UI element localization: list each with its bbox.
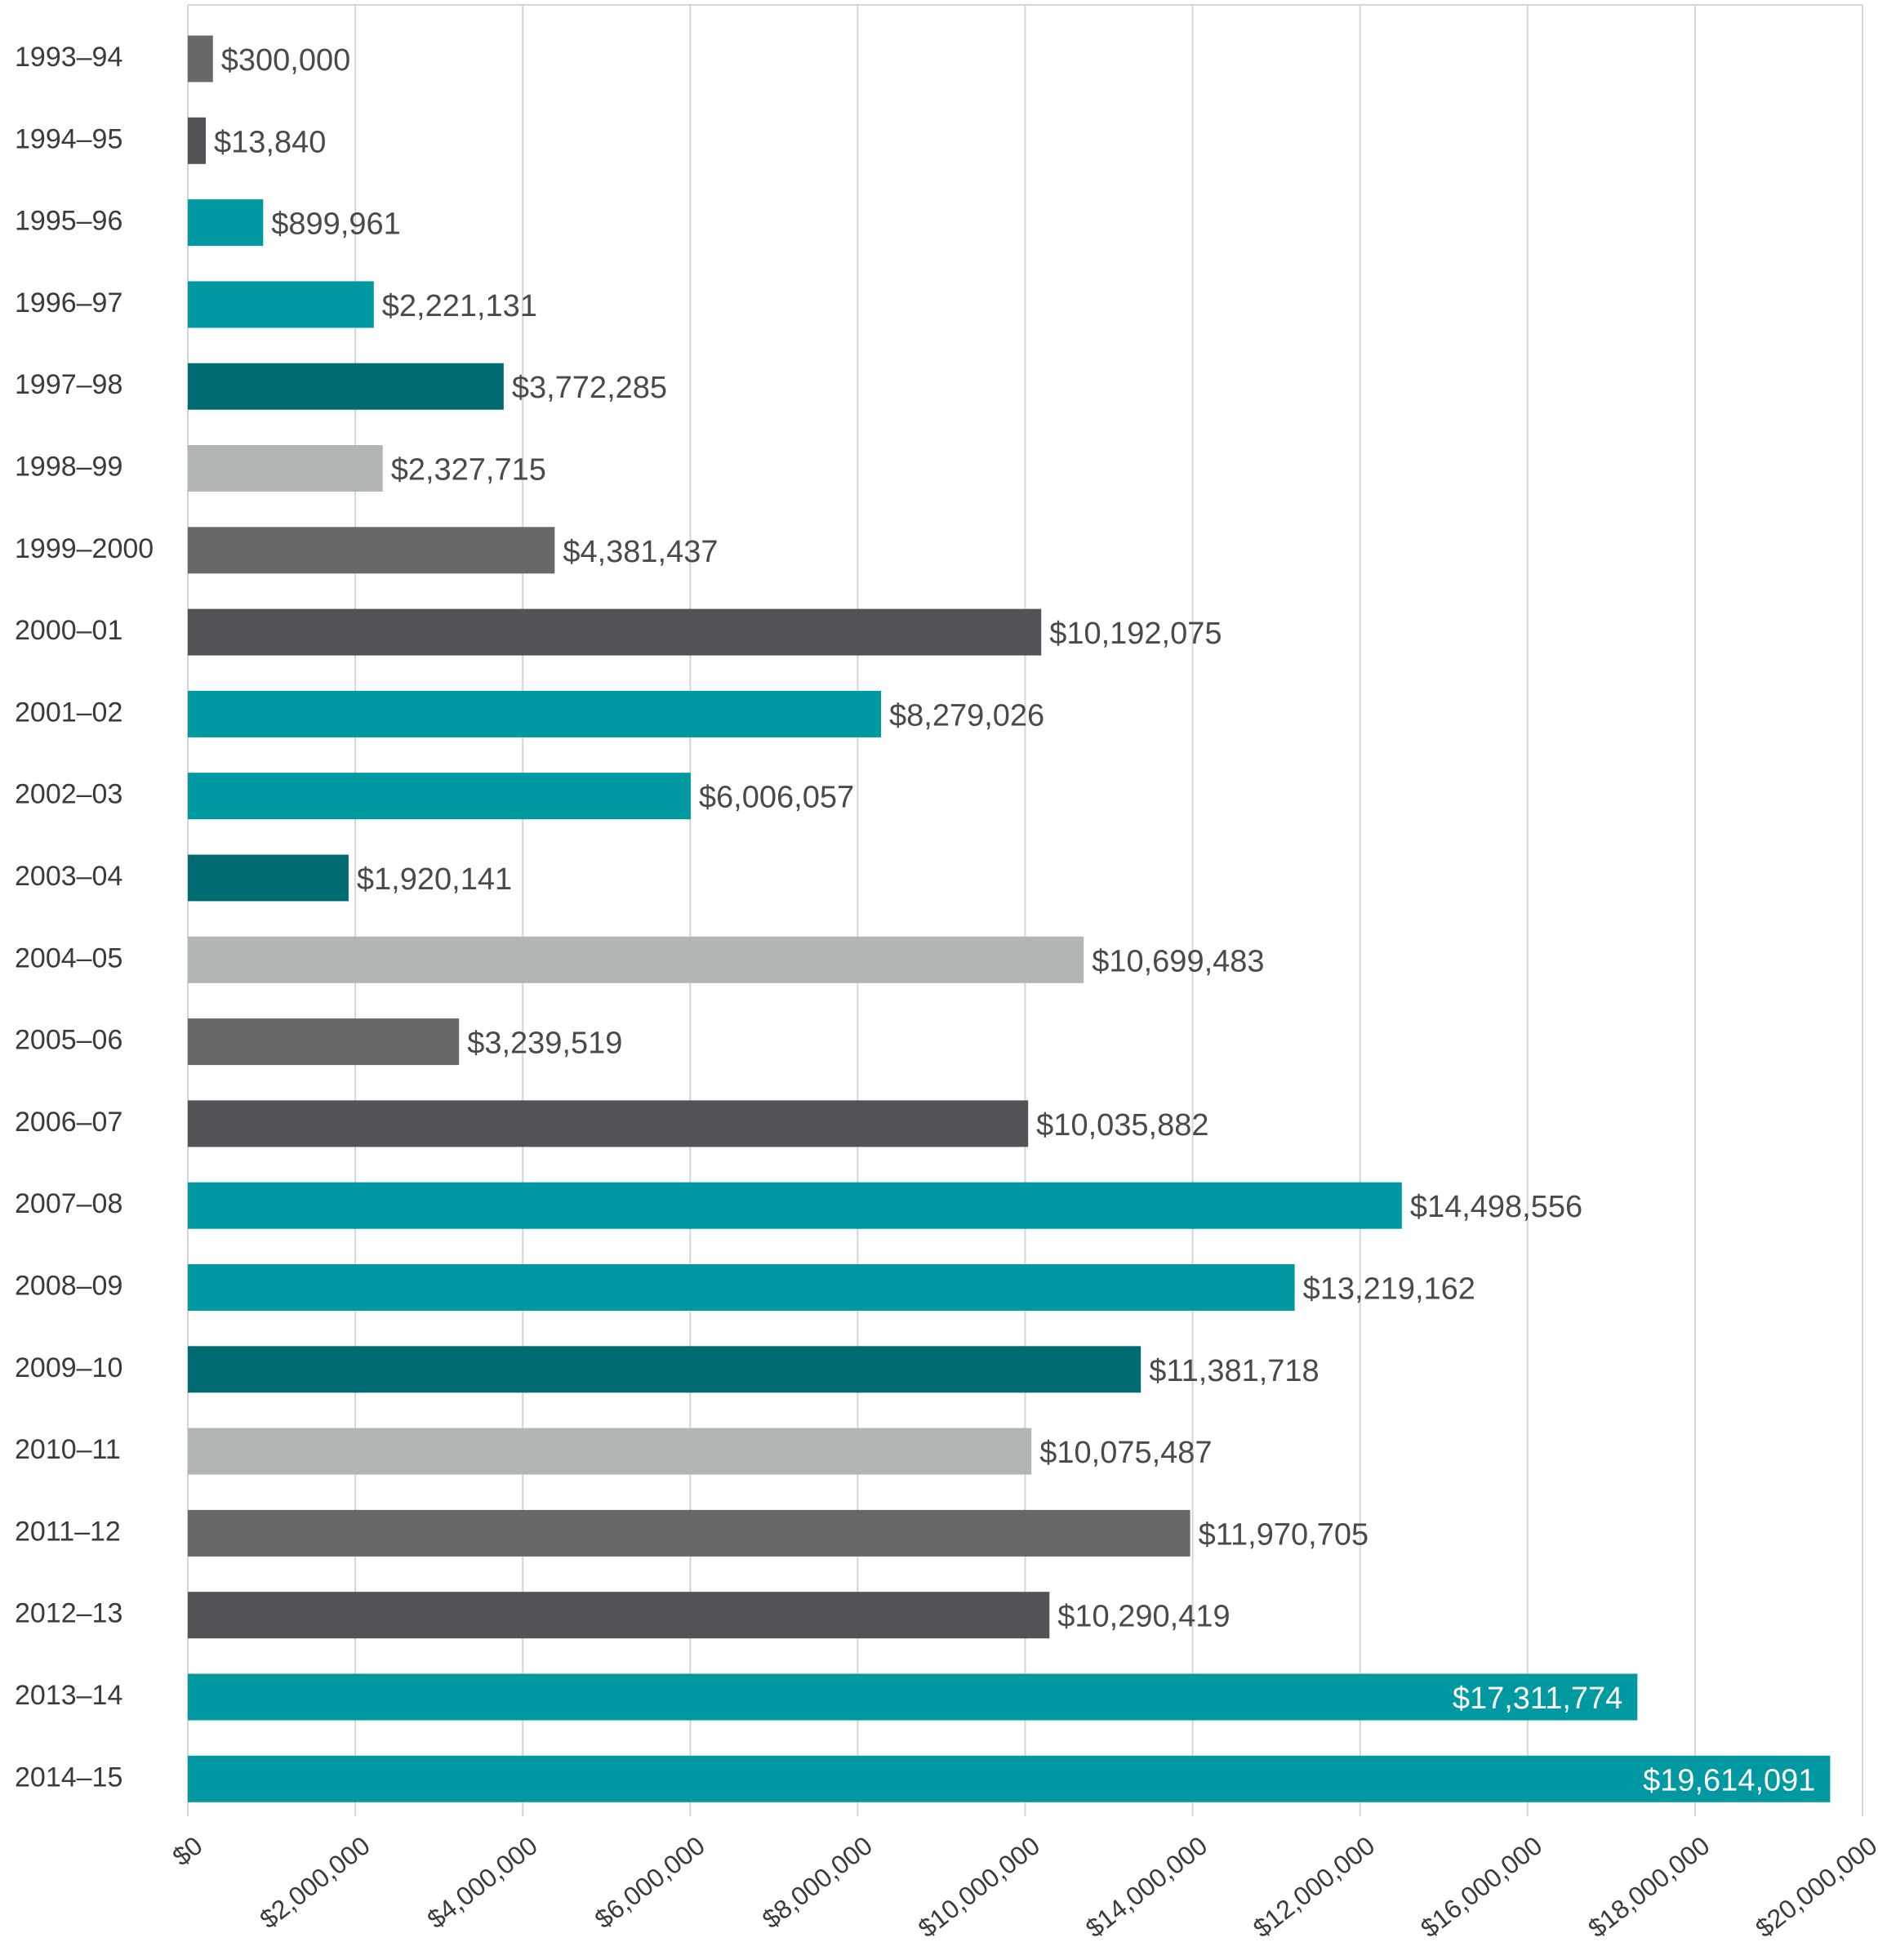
- category-label: 2006–07: [15, 1107, 122, 1138]
- data-label: $3,772,285: [512, 371, 667, 405]
- data-label: $10,075,487: [1039, 1436, 1212, 1470]
- bar: [188, 281, 374, 328]
- category-label: 1999–2000: [15, 533, 154, 564]
- category-label: 2005–06: [15, 1025, 122, 1056]
- bar: [188, 690, 882, 737]
- x-axis-tick-labels: $0 $2,000,000 $4,000,000 $6,000,000 $8,000,0…: [167, 1830, 1878, 1943]
- category-label: 2007–08: [15, 1188, 122, 1219]
- x-tick-label: $18,000,000: [1582, 1830, 1715, 1943]
- bar: [188, 1018, 460, 1066]
- bar: [188, 527, 555, 574]
- x-tick-label: $12,000,000: [1248, 1830, 1380, 1943]
- category-label: 1997–98: [15, 369, 122, 400]
- data-label: $300,000: [221, 43, 351, 78]
- bar: [188, 445, 383, 492]
- bar: [188, 1264, 1295, 1311]
- bar: [188, 1182, 1402, 1229]
- x-tick-label: $10,000,000: [913, 1830, 1045, 1943]
- data-label: $1,920,141: [357, 862, 512, 897]
- bars: [188, 35, 1831, 1802]
- category-label: 1996–97: [15, 287, 122, 318]
- category-label: 2004–05: [15, 942, 122, 973]
- category-label: 1993–94: [15, 42, 122, 73]
- data-label: $13,219,162: [1303, 1272, 1475, 1307]
- category-label: 2012–13: [15, 1598, 122, 1629]
- category-label: 2008–09: [15, 1270, 122, 1301]
- data-label: $899,961: [271, 207, 401, 242]
- bar: [188, 35, 213, 82]
- bar: [188, 1755, 1831, 1802]
- bar: [188, 363, 504, 410]
- category-label: 1995–96: [15, 206, 122, 237]
- data-label: $2,221,131: [382, 289, 537, 323]
- bar: [188, 1100, 1029, 1147]
- x-tick-label: $8,000,000: [757, 1830, 878, 1934]
- data-label: $8,279,026: [889, 698, 1044, 733]
- data-label: $11,970,705: [1199, 1517, 1369, 1552]
- data-label: $13,840: [214, 125, 326, 159]
- data-label: $14,498,556: [1410, 1190, 1582, 1224]
- data-label: $10,192,075: [1049, 617, 1222, 651]
- data-label: $6,006,057: [699, 781, 854, 815]
- data-label: $2,327,715: [391, 453, 546, 488]
- bar: [188, 1673, 1638, 1721]
- data-label: $10,699,483: [1092, 944, 1264, 978]
- x-tick-label: $16,000,000: [1415, 1830, 1547, 1943]
- category-label: 2001–02: [15, 697, 122, 728]
- bar: [188, 773, 691, 820]
- data-label: $10,290,419: [1057, 1600, 1230, 1634]
- data-label: $19,614,091: [1643, 1763, 1815, 1797]
- bar: [188, 1509, 1190, 1557]
- category-label: 2013–14: [15, 1680, 122, 1711]
- x-tick-label: $20,000,000: [1750, 1830, 1878, 1943]
- bar: [188, 936, 1084, 983]
- category-label: 2000–01: [15, 615, 122, 646]
- category-label: 1998–99: [15, 451, 122, 482]
- bar: [188, 854, 349, 902]
- x-tick-label: $0: [167, 1830, 207, 1871]
- category-label: 2014–15: [15, 1762, 122, 1793]
- x-tick-label: $6,000,000: [590, 1830, 710, 1934]
- bar: [188, 1428, 1032, 1475]
- x-tick-label: $14,000,000: [1080, 1830, 1213, 1943]
- value-labels: $300,000 $13,840 $899,961 $2,221,131 $3,772,…: [214, 43, 1815, 1797]
- data-label: $11,381,718: [1149, 1354, 1319, 1388]
- category-label: 2009–10: [15, 1352, 122, 1383]
- category-label: 2002–03: [15, 779, 122, 810]
- x-tick-label: $2,000,000: [254, 1830, 375, 1934]
- data-label: $10,035,882: [1036, 1108, 1208, 1143]
- category-label: 2010–11: [15, 1434, 121, 1465]
- category-labels: 1993–94 1994–95 1995–96 1996–97 1997–98 1998–…: [15, 42, 154, 1793]
- data-label: $17,311,774: [1453, 1682, 1623, 1716]
- data-label: $4,381,437: [563, 535, 718, 569]
- bar: [188, 117, 206, 164]
- bar: [188, 1592, 1050, 1639]
- category-label: 2011–12: [15, 1516, 121, 1547]
- bar: [188, 199, 264, 247]
- category-label: 1994–95: [15, 123, 122, 154]
- bar: [188, 1346, 1141, 1393]
- bar: [188, 608, 1042, 656]
- data-label: $3,239,519: [467, 1027, 622, 1061]
- category-label: 2003–04: [15, 861, 122, 892]
- x-tick-label: $4,000,000: [421, 1830, 542, 1934]
